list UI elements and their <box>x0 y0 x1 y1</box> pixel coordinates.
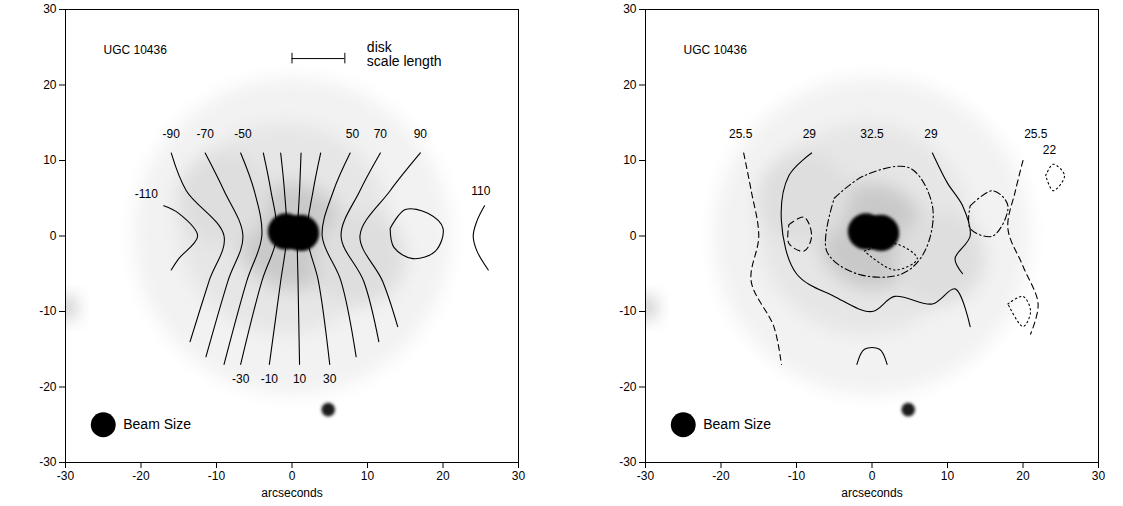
svg-text:-70: -70 <box>197 127 215 141</box>
svg-text:-110: -110 <box>135 187 158 201</box>
svg-text:30: 30 <box>623 2 637 16</box>
svg-text:-30: -30 <box>39 455 57 469</box>
svg-text:0: 0 <box>50 229 57 243</box>
svg-text:20: 20 <box>436 469 450 483</box>
svg-text:29: 29 <box>924 127 938 141</box>
svg-text:32.5: 32.5 <box>860 127 884 141</box>
svg-text:-30: -30 <box>57 469 75 483</box>
svg-text:0: 0 <box>869 469 876 483</box>
svg-text:29: 29 <box>803 127 817 141</box>
svg-text:0: 0 <box>289 469 296 483</box>
svg-text:-10: -10 <box>788 469 806 483</box>
svg-text:10: 10 <box>361 469 375 483</box>
svg-text:50: 50 <box>346 127 360 141</box>
svg-text:-20: -20 <box>712 469 730 483</box>
svg-text:diskscale length: diskscale length <box>367 39 442 69</box>
svg-text:Beam Size: Beam Size <box>703 416 771 432</box>
svg-text:UGC 10436: UGC 10436 <box>684 43 748 57</box>
svg-text:30: 30 <box>1092 469 1106 483</box>
svg-text:30: 30 <box>43 2 57 16</box>
svg-text:-50: -50 <box>234 127 252 141</box>
svg-text:30: 30 <box>323 372 337 386</box>
svg-text:10: 10 <box>293 372 307 386</box>
svg-text:-10: -10 <box>261 372 279 386</box>
svg-text:-20: -20 <box>39 380 57 394</box>
svg-text:UGC 10436: UGC 10436 <box>104 43 168 57</box>
svg-text:-30: -30 <box>637 469 655 483</box>
svg-text:-30: -30 <box>232 372 250 386</box>
svg-text:10: 10 <box>941 469 955 483</box>
svg-text:110: 110 <box>471 184 490 198</box>
svg-text:-30: -30 <box>619 455 637 469</box>
svg-text:22: 22 <box>1043 143 1057 157</box>
svg-text:25.5: 25.5 <box>1024 127 1048 141</box>
svg-text:-90: -90 <box>163 127 181 141</box>
svg-text:arcseconds: arcseconds <box>841 486 902 500</box>
svg-text:30: 30 <box>512 469 526 483</box>
svg-text:10: 10 <box>623 153 637 167</box>
svg-text:25.5: 25.5 <box>729 127 753 141</box>
svg-text:0: 0 <box>630 229 637 243</box>
svg-text:Beam Size: Beam Size <box>123 416 191 432</box>
svg-text:90: 90 <box>414 127 428 141</box>
svg-text:-10: -10 <box>39 304 57 318</box>
svg-text:20: 20 <box>43 78 57 92</box>
svg-text:arcseconds: arcseconds <box>261 486 322 500</box>
svg-text:20: 20 <box>1016 469 1030 483</box>
svg-text:-10: -10 <box>208 469 226 483</box>
svg-text:10: 10 <box>43 153 57 167</box>
svg-text:-20: -20 <box>619 380 637 394</box>
svg-text:-10: -10 <box>619 304 637 318</box>
svg-text:70: 70 <box>374 127 388 141</box>
svg-text:20: 20 <box>623 78 637 92</box>
svg-text:-20: -20 <box>132 469 150 483</box>
